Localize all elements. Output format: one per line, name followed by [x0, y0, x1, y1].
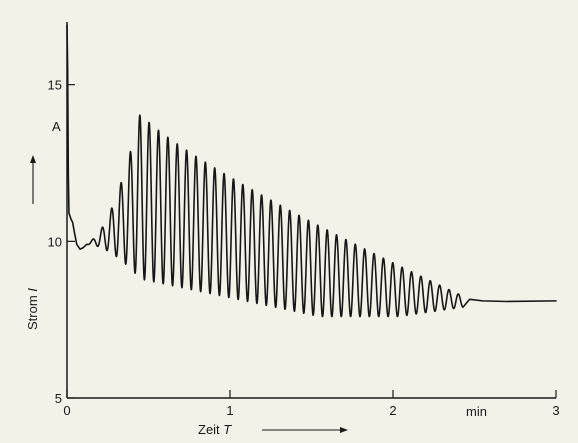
- y-axis-arrow: [30, 155, 36, 204]
- y-unit-label: A: [52, 119, 61, 134]
- x-tick-label: 0: [63, 403, 70, 418]
- x-axis-arrow: [262, 427, 348, 433]
- svg-text:Zeit T: Zeit T: [198, 422, 232, 437]
- x-axis-label: Zeit: [198, 422, 220, 437]
- ticks: 5 10 15 0 1 2 3: [48, 78, 560, 418]
- current-series-line: [66, 24, 557, 318]
- x-unit-label: min: [466, 404, 487, 419]
- y-axis-symbol: I: [25, 288, 40, 292]
- x-axis-symbol: T: [223, 422, 232, 437]
- x-tick-label: 1: [226, 403, 233, 418]
- y-tick-label: 15: [48, 78, 62, 93]
- y-tick-label: 10: [48, 234, 62, 249]
- y-tick-label: 5: [55, 391, 62, 406]
- axes: [66, 22, 556, 399]
- x-tick-label: 2: [389, 403, 396, 418]
- svg-text:Strom I: Strom I: [25, 288, 40, 330]
- y-axis-label: Strom: [25, 295, 40, 330]
- x-tick-label: 3: [552, 403, 559, 418]
- y-axis-title: Strom I: [25, 288, 40, 330]
